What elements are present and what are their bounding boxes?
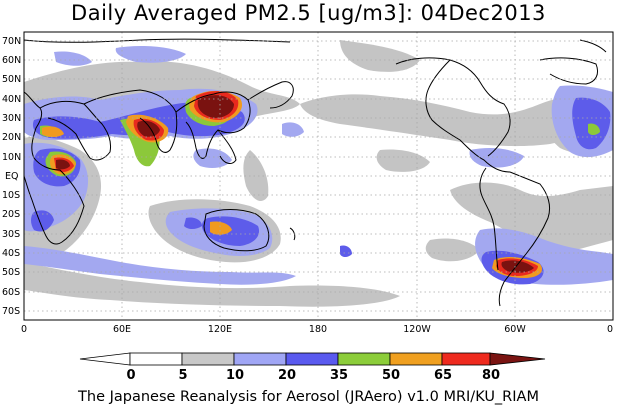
map-title: Daily Averaged PM2.5 [ug/m3]: 04Dec2013: [71, 1, 546, 25]
lon-label: 120E: [208, 324, 232, 335]
colorbar-swatch-20-35: [285, 352, 339, 366]
lat-label: 40S: [2, 248, 20, 259]
colorbar-swatch-5-10: [181, 352, 235, 366]
colorbar-swatch-35-50: [337, 352, 391, 366]
map-frame: [23, 31, 614, 321]
lat-label: 70N: [2, 36, 21, 47]
lat-label: 50S: [2, 267, 20, 278]
lat-label: 30S: [2, 229, 20, 240]
colorbar-swatch-10-20: [233, 352, 287, 366]
lat-label: 10N: [2, 152, 21, 163]
map-plot-area: [24, 32, 613, 320]
lat-label: 50N: [2, 74, 21, 85]
coastlines: [24, 38, 607, 307]
colorbar-labels: 0 5 10 20 35 50 65 80: [126, 368, 500, 383]
pm25-shading-darkred: [56, 95, 534, 273]
graticule: [24, 32, 613, 320]
latitude-labels: 70N 60N 50N 40N 30N 20N 10N EQ 10S 20S 3…: [2, 36, 21, 317]
colorbar-swatch-0-5: [129, 352, 183, 366]
colorbar-swatch-below-0: [79, 352, 131, 366]
colorbar-label: 35: [330, 368, 348, 383]
colorbar-swatch-65-80: [441, 352, 491, 366]
lat-label: EQ: [5, 171, 18, 182]
colorbar: [79, 352, 546, 366]
colorbar-label: 10: [226, 368, 244, 383]
lon-label: 120W: [403, 324, 431, 335]
colorbar-swatch-50-65: [389, 352, 443, 366]
colorbar-swatch-above-80: [489, 352, 546, 366]
lon-label: 0: [21, 324, 27, 335]
lon-label: 0: [607, 324, 613, 335]
colorbar-label: 50: [382, 368, 400, 383]
colorbar-label: 80: [482, 368, 500, 383]
lat-label: 60N: [2, 55, 21, 66]
lat-label: 20N: [2, 132, 21, 143]
colorbar-label: 5: [178, 368, 187, 383]
lat-label: 20S: [2, 209, 20, 220]
lat-label: 10S: [2, 190, 20, 201]
colorbar-label: 0: [126, 368, 135, 383]
lat-label: 40N: [2, 94, 21, 105]
lon-label: 60E: [113, 324, 131, 335]
colorbar-label: 20: [278, 368, 296, 383]
lat-label: 70S: [2, 306, 20, 317]
lon-label: 180: [309, 324, 327, 335]
longitude-labels: 0 60E 120E 180 120W 60W 0: [21, 324, 613, 335]
colorbar-label: 65: [434, 368, 452, 383]
footer-credit: The Japanese Reanalysis for Aerosol (JRA…: [78, 389, 539, 405]
lat-label: 30N: [2, 113, 21, 124]
lat-label: 60S: [2, 287, 20, 298]
lon-label: 60W: [504, 324, 526, 335]
